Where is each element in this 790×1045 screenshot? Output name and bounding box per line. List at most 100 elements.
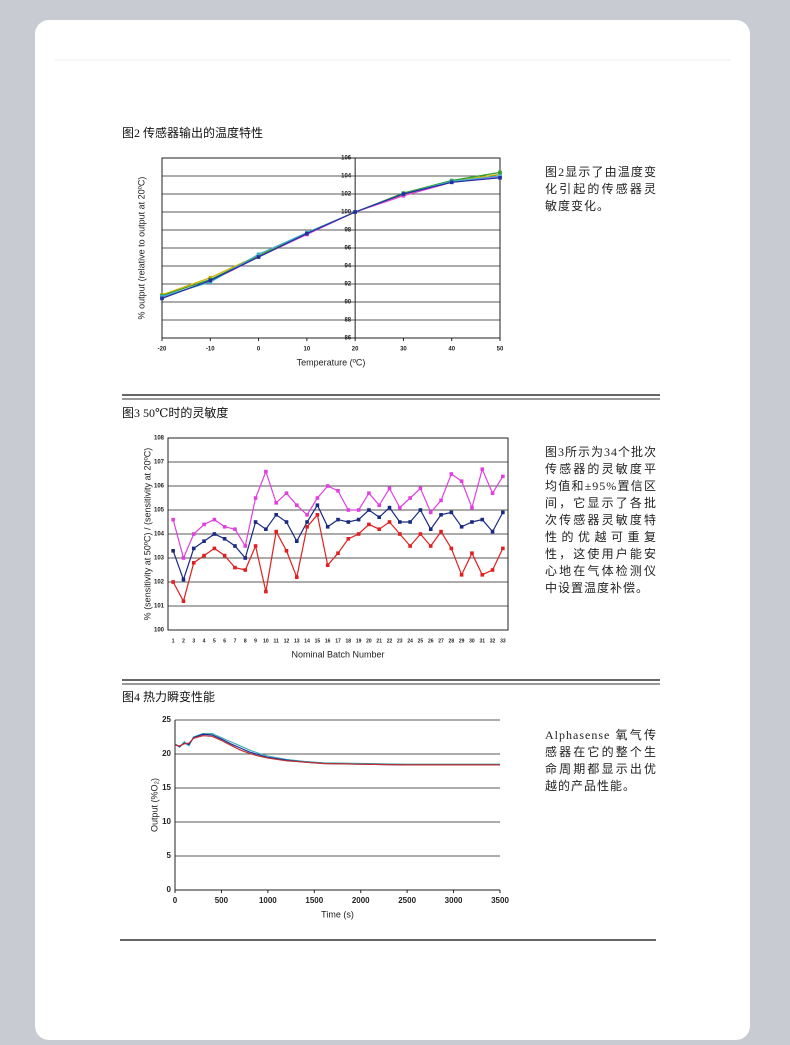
data-point xyxy=(398,532,402,536)
y-axis-title: % (sensitivity at 50ºC) / (sensitivity a… xyxy=(142,448,152,621)
series-line xyxy=(172,467,504,560)
data-point xyxy=(387,486,392,491)
data-point xyxy=(222,537,227,541)
data-point xyxy=(160,294,164,299)
data-point xyxy=(202,539,206,543)
data-point xyxy=(212,546,217,551)
data-point xyxy=(336,489,340,493)
x-tick-label: 3000 xyxy=(445,896,463,905)
data-point xyxy=(480,573,485,577)
data-point xyxy=(315,513,320,517)
y-tick-label: 105 xyxy=(154,508,165,514)
x-tick-label: 500 xyxy=(215,896,229,905)
data-point xyxy=(191,546,196,551)
y-tick-label: 101 xyxy=(154,604,165,610)
x-tick-label: 40 xyxy=(448,347,455,353)
data-point xyxy=(233,527,237,531)
x-tick-label: 30 xyxy=(400,347,407,353)
data-point xyxy=(480,517,485,522)
data-point xyxy=(449,510,454,515)
data-point xyxy=(253,520,258,524)
data-point xyxy=(398,520,402,524)
x-tick-label: 7 xyxy=(234,638,237,644)
data-point xyxy=(171,580,175,584)
x-axis-title: Time (s) xyxy=(321,909,354,919)
data-point xyxy=(356,508,361,512)
data-point xyxy=(264,469,268,474)
data-point xyxy=(222,553,227,558)
y-tick-label: 106 xyxy=(341,156,352,162)
x-tick-label: 26 xyxy=(428,638,434,644)
x-tick-label: 29 xyxy=(459,638,465,644)
x-tick-label: 30 xyxy=(469,638,475,644)
data-point xyxy=(181,556,186,560)
data-point xyxy=(212,532,217,536)
data-point xyxy=(501,474,505,479)
data-point xyxy=(449,180,454,185)
data-point xyxy=(490,568,495,572)
y-tick-label: 100 xyxy=(341,210,352,216)
x-tick-label: 12 xyxy=(284,638,290,644)
x-tick-label: 25 xyxy=(418,638,424,644)
y-tick-label: 20 xyxy=(162,749,171,758)
data-point xyxy=(325,563,330,567)
data-point xyxy=(377,527,382,531)
data-point xyxy=(212,517,217,522)
data-point xyxy=(171,517,175,522)
data-point xyxy=(498,176,502,180)
series-line xyxy=(172,503,504,582)
data-point xyxy=(274,513,278,517)
y-tick-label: 102 xyxy=(341,192,352,198)
x-tick-label: 11 xyxy=(274,638,280,644)
data-point xyxy=(233,544,237,548)
data-point xyxy=(449,472,454,476)
data-point xyxy=(336,517,340,522)
data-point xyxy=(294,539,299,543)
data-point xyxy=(408,496,412,500)
data-point xyxy=(480,467,485,471)
x-tick-label: 33 xyxy=(500,638,506,644)
x-axis-title: Nominal Batch Number xyxy=(291,649,384,659)
data-point xyxy=(501,510,505,515)
data-point xyxy=(459,525,464,529)
y-tick-label: 103 xyxy=(154,556,165,562)
data-point xyxy=(325,484,330,488)
data-point xyxy=(428,544,433,548)
y-tick-label: 102 xyxy=(154,580,165,586)
x-tick-label: 31 xyxy=(479,638,485,644)
y-tick-label: 15 xyxy=(162,783,171,792)
x-tick-label: 0 xyxy=(173,896,178,905)
data-point xyxy=(181,599,186,603)
y-tick-label: 90 xyxy=(344,300,351,306)
x-tick-label: 1000 xyxy=(259,896,277,905)
y-tick-label: 0 xyxy=(167,885,172,894)
x-tick-label: 0 xyxy=(257,347,261,353)
y-tick-label: 104 xyxy=(341,174,352,180)
data-point xyxy=(264,527,268,531)
y-tick-label: 106 xyxy=(154,484,165,490)
x-tick-label: 9 xyxy=(254,638,257,644)
x-tick-label: 14 xyxy=(304,638,310,644)
y-tick-label: 96 xyxy=(344,246,351,252)
data-point xyxy=(305,525,309,529)
data-point xyxy=(449,546,454,551)
data-point xyxy=(398,505,402,510)
y-tick-label: 5 xyxy=(167,851,172,860)
x-tick-label: 2000 xyxy=(352,896,370,905)
data-point xyxy=(346,508,351,512)
data-point xyxy=(356,517,361,522)
x-tick-label: 3500 xyxy=(491,896,509,905)
data-point xyxy=(498,170,502,175)
y-tick-label: 25 xyxy=(162,715,171,724)
y-tick-label: 100 xyxy=(154,628,165,634)
data-point xyxy=(377,515,382,519)
x-tick-label: 21 xyxy=(376,638,382,644)
x-tick-label: 13 xyxy=(294,638,300,644)
data-point xyxy=(243,544,248,548)
data-point xyxy=(387,505,392,510)
x-tick-label: 1500 xyxy=(305,896,323,905)
data-point xyxy=(356,532,361,536)
x-tick-label: 18 xyxy=(346,638,352,644)
y-tick-label: 92 xyxy=(344,282,351,288)
